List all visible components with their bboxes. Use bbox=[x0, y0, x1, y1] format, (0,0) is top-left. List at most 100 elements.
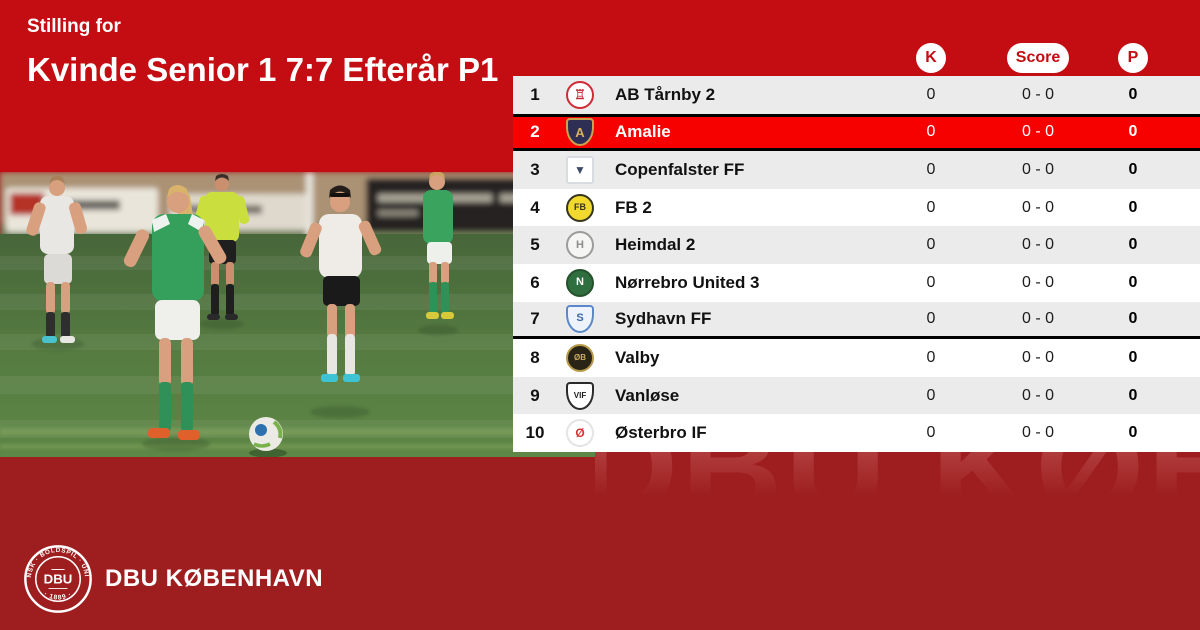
dbu-crest-icon: DANSK · BOLDSPIL · UNION · 1889 · DBU bbox=[23, 544, 92, 613]
crest-monogram: DBU bbox=[44, 572, 73, 587]
points-value: 0 bbox=[1128, 123, 1138, 141]
points-value: 0 bbox=[1128, 236, 1138, 254]
matches-played-value: 0 bbox=[926, 386, 936, 404]
team-name: Vanløse bbox=[615, 385, 680, 405]
crest-year: · 1889 · bbox=[43, 591, 73, 602]
score-value: 0 - 0 bbox=[1021, 309, 1054, 327]
club-logo-icon: S bbox=[557, 304, 603, 333]
score-value: 0 - 0 bbox=[1021, 123, 1054, 141]
matches-played-value: 0 bbox=[926, 348, 936, 366]
points-value: 0 bbox=[1128, 386, 1138, 404]
matches-played-value: 0 bbox=[926, 123, 936, 141]
player-white-left bbox=[26, 175, 87, 343]
position-number: 6 bbox=[530, 272, 540, 292]
matches-played-value: 0 bbox=[926, 424, 936, 442]
position-number: 10 bbox=[525, 423, 545, 443]
points-value: 0 bbox=[1128, 273, 1138, 291]
matches-played-value: 0 bbox=[926, 273, 936, 291]
team-name: Heimdal 2 bbox=[615, 235, 696, 255]
club-logo-icon: H bbox=[557, 231, 603, 260]
header: Stilling for Kvinde Senior 1 7:7 Efterår… bbox=[27, 16, 498, 92]
player-green-main bbox=[123, 185, 227, 440]
footer-brand: DANSK · BOLDSPIL · UNION · 1889 · DBU DB… bbox=[23, 544, 323, 614]
matches-played-value: 0 bbox=[926, 85, 936, 103]
club-logo-icon: VIF bbox=[557, 381, 603, 410]
points-value: 0 bbox=[1128, 198, 1138, 216]
oesterbro-crest: Ø bbox=[566, 419, 594, 448]
watermark-text: DBU KØBENHAVN bbox=[595, 452, 1200, 496]
matches-played-value: 0 bbox=[926, 309, 936, 327]
player-green-far-right bbox=[423, 171, 454, 319]
score-value: 0 - 0 bbox=[1021, 160, 1054, 178]
player-white-right bbox=[300, 185, 382, 382]
team-name: Valby bbox=[615, 347, 660, 367]
team-name: Nørrebro United 3 bbox=[615, 272, 760, 292]
matches-played-value: 0 bbox=[926, 198, 936, 216]
ab-taarnby-crest: ♖ bbox=[566, 80, 594, 109]
crest-watermark: DBU KØBENHAVN bbox=[595, 452, 1200, 496]
page-title: Kvinde Senior 1 7:7 Efterår P1 bbox=[27, 51, 499, 88]
photo-background bbox=[0, 172, 595, 250]
table-row: 2 A Amalie 0 0 - 0 0 bbox=[513, 113, 1200, 152]
position-number: 1 bbox=[530, 84, 540, 104]
club-logo-icon: ▼ bbox=[557, 155, 603, 184]
position-number: 4 bbox=[530, 197, 540, 217]
heimdal-crest: H bbox=[566, 231, 594, 260]
svg-text:· 1889 ·: · 1889 · bbox=[43, 591, 74, 602]
column-header-score: Score bbox=[1007, 43, 1069, 73]
table-row: 10 Ø Østerbro IF 0 0 - 0 0 bbox=[513, 414, 1200, 452]
score-value: 0 - 0 bbox=[1021, 348, 1054, 366]
position-number: 3 bbox=[530, 159, 540, 179]
match-photo-illustration bbox=[0, 171, 595, 458]
score-value: 0 - 0 bbox=[1021, 85, 1054, 103]
position-number: 8 bbox=[530, 347, 540, 367]
points-value: 0 bbox=[1128, 309, 1138, 327]
sydhavn-crest: S bbox=[566, 304, 594, 333]
team-name: Amalie bbox=[615, 122, 671, 142]
vanloese-crest: VIF bbox=[566, 381, 594, 410]
table-row: 4 FB FB 2 0 0 - 0 0 bbox=[513, 188, 1200, 227]
table-row: 5 H Heimdal 2 0 0 - 0 0 bbox=[513, 226, 1200, 264]
club-logo-icon: A bbox=[557, 118, 603, 147]
ball-icon bbox=[249, 417, 287, 458]
column-header-k: K bbox=[916, 43, 946, 73]
match-photo bbox=[0, 171, 595, 458]
position-number: 9 bbox=[530, 385, 540, 405]
brand-name: DBU KØBENHAVN bbox=[105, 565, 324, 592]
points-value: 0 bbox=[1128, 348, 1138, 366]
team-name: Sydhavn FF bbox=[615, 308, 712, 328]
amalie-crest: A bbox=[566, 118, 594, 147]
copenfalster-crest: ▼ bbox=[566, 155, 594, 184]
noerrebro-united-crest: N bbox=[566, 268, 594, 297]
score-value: 0 - 0 bbox=[1021, 273, 1054, 291]
eyebrow-label: Stilling for bbox=[27, 16, 121, 37]
pitch-grass bbox=[0, 234, 595, 457]
matches-played-value: 0 bbox=[926, 236, 936, 254]
score-value: 0 - 0 bbox=[1021, 236, 1054, 254]
table-row: 3 ▼ Copenfalster FF 0 0 - 0 0 bbox=[513, 151, 1200, 189]
table-row: 8 ØB Valby 0 0 - 0 0 bbox=[513, 339, 1200, 377]
club-logo-icon: FB bbox=[557, 193, 603, 222]
club-logo-icon: N bbox=[557, 268, 603, 297]
score-value: 0 - 0 bbox=[1021, 198, 1054, 216]
table-row: 7 S Sydhavn FF 0 0 - 0 0 bbox=[513, 301, 1200, 340]
team-name: FB 2 bbox=[615, 197, 652, 217]
position-number: 7 bbox=[530, 308, 540, 328]
team-name: Copenfalster FF bbox=[615, 159, 745, 179]
points-value: 0 bbox=[1128, 424, 1138, 442]
team-name: AB Tårnby 2 bbox=[615, 84, 716, 104]
position-number: 5 bbox=[530, 235, 540, 255]
table-row: 1 ♖ AB Tårnby 2 0 0 - 0 0 bbox=[513, 76, 1200, 114]
table-row: 9 VIF Vanløse 0 0 - 0 0 bbox=[513, 376, 1200, 415]
points-value: 0 bbox=[1128, 85, 1138, 103]
points-value: 0 bbox=[1128, 160, 1138, 178]
column-header-p: P bbox=[1118, 43, 1148, 73]
standings-table: 1 ♖ AB Tårnby 2 0 0 - 0 0 2 A Amalie 0 0… bbox=[513, 76, 1200, 452]
table-row: 6 N Nørrebro United 3 0 0 - 0 0 bbox=[513, 263, 1200, 302]
fb-crest: FB bbox=[566, 193, 594, 222]
position-number: 2 bbox=[530, 122, 540, 142]
team-name: Østerbro IF bbox=[615, 423, 707, 443]
score-value: 0 - 0 bbox=[1021, 424, 1054, 442]
score-value: 0 - 0 bbox=[1021, 386, 1054, 404]
club-logo-icon: Ø bbox=[557, 419, 603, 448]
